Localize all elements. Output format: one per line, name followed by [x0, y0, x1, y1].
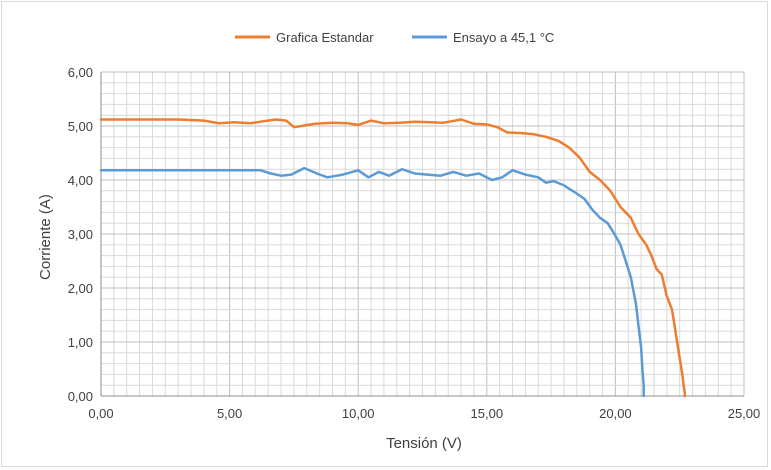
x-tick-label: 20,00 — [599, 406, 632, 421]
y-tick-label: 3,00 — [68, 227, 93, 242]
series-lines — [99, 118, 687, 398]
series-line-ensayo — [99, 166, 645, 398]
y-tick-label: 0,00 — [68, 389, 93, 404]
series-line-grafica-estandar — [99, 118, 687, 398]
x-tick-labels: 0,00 5,00 10,00 15,00 20,00 25,00 — [88, 406, 760, 421]
y-axis-title: Corriente (A) — [37, 194, 54, 280]
legend-label-grafica-estandar: Grafica Estandar — [276, 30, 374, 45]
axes — [100, 72, 744, 397]
y-tick-label: 4,00 — [68, 173, 93, 188]
y-tick-labels: 0,00 1,00 2,00 3,00 4,00 5,00 6,00 — [68, 65, 93, 404]
y-tick-label: 2,00 — [68, 281, 93, 296]
legend: Grafica Estandar Ensayo a 45,1 °C — [235, 30, 554, 45]
x-tick-label: 5,00 — [217, 406, 242, 421]
x-tick-label: 10,00 — [342, 406, 375, 421]
y-tick-label: 5,00 — [68, 119, 93, 134]
y-tick-label: 1,00 — [68, 335, 93, 350]
legend-label-ensayo: Ensayo a 45,1 °C — [453, 30, 554, 45]
x-tick-label: 15,00 — [471, 406, 504, 421]
y-tick-label: 6,00 — [68, 65, 93, 80]
x-axis-title: Tensión (V) — [386, 435, 462, 452]
x-tick-label: 0,00 — [88, 406, 113, 421]
x-tick-label: 25,00 — [728, 406, 761, 421]
